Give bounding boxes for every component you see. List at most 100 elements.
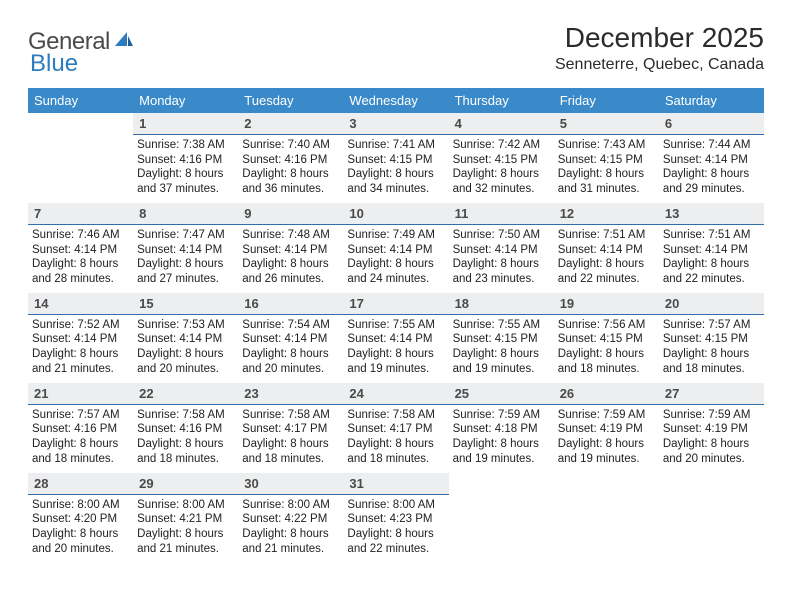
- day-header: Tuesday: [238, 88, 343, 113]
- day-cell: Sunrise: 7:41 AMSunset: 4:15 PMDaylight:…: [343, 135, 448, 203]
- day-line: and 21 minutes.: [242, 542, 339, 557]
- day-line: and 19 minutes.: [453, 452, 550, 467]
- day-line: Sunrise: 7:43 AM: [558, 138, 655, 153]
- day-line: Sunrise: 8:00 AM: [242, 498, 339, 513]
- day-number: 3: [343, 113, 448, 135]
- day-number: 23: [238, 383, 343, 405]
- day-line: and 24 minutes.: [347, 272, 444, 287]
- day-number: 5: [554, 113, 659, 135]
- day-line: Sunset: 4:14 PM: [558, 243, 655, 258]
- day-line: Sunset: 4:14 PM: [137, 243, 234, 258]
- day-line: Sunrise: 7:47 AM: [137, 228, 234, 243]
- week-daynum-row: 28293031: [28, 473, 764, 495]
- day-number: 12: [554, 203, 659, 225]
- week-body-row: Sunrise: 7:46 AMSunset: 4:14 PMDaylight:…: [28, 225, 764, 293]
- day-number: [659, 473, 764, 494]
- day-line: Sunrise: 7:44 AM: [663, 138, 760, 153]
- day-cell: Sunrise: 7:51 AMSunset: 4:14 PMDaylight:…: [659, 225, 764, 293]
- day-line: Sunset: 4:21 PM: [137, 512, 234, 527]
- day-line: Sunset: 4:15 PM: [347, 153, 444, 168]
- day-number: 29: [133, 473, 238, 495]
- day-line: Daylight: 8 hours: [242, 437, 339, 452]
- day-cell: Sunrise: 7:54 AMSunset: 4:14 PMDaylight:…: [238, 315, 343, 383]
- day-cell: Sunrise: 7:47 AMSunset: 4:14 PMDaylight:…: [133, 225, 238, 293]
- day-cell: Sunrise: 7:46 AMSunset: 4:14 PMDaylight:…: [28, 225, 133, 293]
- day-header: Saturday: [659, 88, 764, 113]
- day-cell: Sunrise: 7:43 AMSunset: 4:15 PMDaylight:…: [554, 135, 659, 203]
- day-line: Sunrise: 8:00 AM: [347, 498, 444, 513]
- day-number: 16: [238, 293, 343, 315]
- day-line: Sunset: 4:15 PM: [558, 332, 655, 347]
- month-title: December 2025: [555, 22, 764, 54]
- day-line: Daylight: 8 hours: [558, 437, 655, 452]
- day-cell: Sunrise: 7:57 AMSunset: 4:15 PMDaylight:…: [659, 315, 764, 383]
- day-cell: Sunrise: 7:44 AMSunset: 4:14 PMDaylight:…: [659, 135, 764, 203]
- day-cell: Sunrise: 7:59 AMSunset: 4:19 PMDaylight:…: [554, 405, 659, 473]
- day-line: and 18 minutes.: [558, 362, 655, 377]
- day-line: Sunrise: 7:58 AM: [242, 408, 339, 423]
- day-line: and 26 minutes.: [242, 272, 339, 287]
- day-number: 21: [28, 383, 133, 405]
- day-line: and 21 minutes.: [137, 542, 234, 557]
- day-number: 24: [343, 383, 448, 405]
- day-line: Daylight: 8 hours: [242, 347, 339, 362]
- day-header-row: SundayMondayTuesdayWednesdayThursdayFrid…: [28, 88, 764, 113]
- day-line: Daylight: 8 hours: [663, 257, 760, 272]
- day-line: Sunrise: 7:57 AM: [663, 318, 760, 333]
- day-line: and 31 minutes.: [558, 182, 655, 197]
- day-cell: Sunrise: 7:58 AMSunset: 4:17 PMDaylight:…: [343, 405, 448, 473]
- day-line: Daylight: 8 hours: [663, 437, 760, 452]
- day-line: Daylight: 8 hours: [558, 347, 655, 362]
- day-line: Daylight: 8 hours: [663, 347, 760, 362]
- day-line: Sunrise: 7:59 AM: [453, 408, 550, 423]
- day-line: and 18 minutes.: [137, 452, 234, 467]
- day-line: Sunset: 4:19 PM: [663, 422, 760, 437]
- day-number: 8: [133, 203, 238, 225]
- day-line: Sunset: 4:14 PM: [32, 243, 129, 258]
- day-line: and 27 minutes.: [137, 272, 234, 287]
- day-number: 7: [28, 203, 133, 225]
- day-number: 19: [554, 293, 659, 315]
- day-line: Sunset: 4:15 PM: [663, 332, 760, 347]
- day-cell: Sunrise: 7:56 AMSunset: 4:15 PMDaylight:…: [554, 315, 659, 383]
- day-line: Sunrise: 7:50 AM: [453, 228, 550, 243]
- day-line: Sunset: 4:14 PM: [242, 243, 339, 258]
- week-daynum-row: 14151617181920: [28, 293, 764, 315]
- day-line: Sunrise: 7:53 AM: [137, 318, 234, 333]
- day-line: and 20 minutes.: [663, 452, 760, 467]
- day-line: Daylight: 8 hours: [558, 257, 655, 272]
- day-line: Sunrise: 7:59 AM: [558, 408, 655, 423]
- day-line: and 22 minutes.: [558, 272, 655, 287]
- day-number: [554, 473, 659, 494]
- title-block: December 2025 Senneterre, Quebec, Canada: [555, 22, 764, 74]
- day-line: Sunrise: 8:00 AM: [137, 498, 234, 513]
- day-line: and 28 minutes.: [32, 272, 129, 287]
- day-line: and 22 minutes.: [663, 272, 760, 287]
- day-line: Daylight: 8 hours: [32, 437, 129, 452]
- day-cell: Sunrise: 7:52 AMSunset: 4:14 PMDaylight:…: [28, 315, 133, 383]
- day-number: 1: [133, 113, 238, 135]
- day-line: Sunrise: 7:38 AM: [137, 138, 234, 153]
- logo-word2: Blue: [30, 50, 78, 78]
- day-cell: Sunrise: 7:49 AMSunset: 4:14 PMDaylight:…: [343, 225, 448, 293]
- day-line: and 20 minutes.: [137, 362, 234, 377]
- day-header: Wednesday: [343, 88, 448, 113]
- day-line: Sunset: 4:22 PM: [242, 512, 339, 527]
- day-line: and 20 minutes.: [32, 542, 129, 557]
- week-daynum-row: 78910111213: [28, 203, 764, 225]
- day-number: 10: [343, 203, 448, 225]
- day-line: Sunset: 4:18 PM: [453, 422, 550, 437]
- day-line: and 22 minutes.: [347, 542, 444, 557]
- day-line: Sunset: 4:23 PM: [347, 512, 444, 527]
- day-line: Sunset: 4:14 PM: [137, 332, 234, 347]
- day-line: Daylight: 8 hours: [347, 257, 444, 272]
- day-line: Sunrise: 8:00 AM: [32, 498, 129, 513]
- day-line: Sunset: 4:14 PM: [242, 332, 339, 347]
- day-number: 11: [449, 203, 554, 225]
- day-number: 2: [238, 113, 343, 135]
- day-line: Daylight: 8 hours: [32, 257, 129, 272]
- day-cell: Sunrise: 7:38 AMSunset: 4:16 PMDaylight:…: [133, 135, 238, 203]
- logo-sail-icon: [114, 31, 134, 54]
- day-cell: Sunrise: 7:58 AMSunset: 4:16 PMDaylight:…: [133, 405, 238, 473]
- day-line: Sunrise: 7:57 AM: [32, 408, 129, 423]
